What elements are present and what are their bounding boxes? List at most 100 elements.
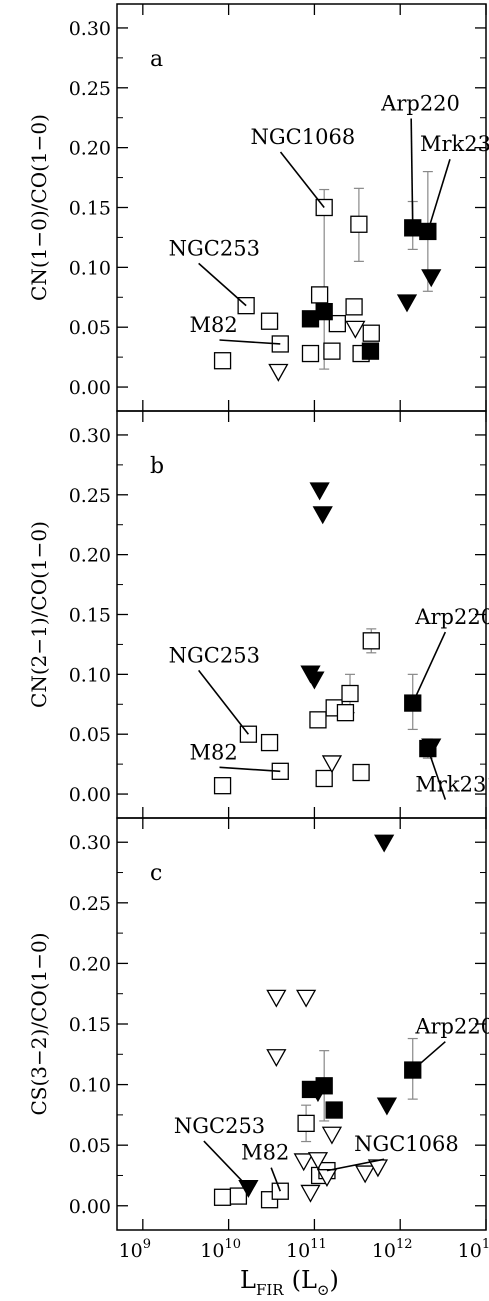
y-tick-label: 0.20 — [69, 953, 111, 975]
x-label-sub: FIR — [256, 1281, 284, 1299]
y-tick-label: 0.00 — [69, 1196, 111, 1218]
open-square-point — [301, 344, 320, 363]
open-square-point — [350, 215, 368, 233]
annotation-label: M82 — [190, 313, 238, 337]
filled-triangle-point — [421, 738, 442, 757]
open-triangle-point — [300, 1184, 321, 1203]
annotation-label: Mrk231 — [415, 773, 489, 797]
open-square-point — [323, 342, 341, 360]
x-tick-label: 1011 — [286, 1237, 327, 1262]
y-tick-label: 0.15 — [69, 1014, 111, 1036]
x-label-main: L — [240, 1266, 256, 1294]
annotation-pointer — [219, 766, 281, 773]
open-square-point — [213, 1188, 232, 1206]
x-tick-base: 10 — [119, 1240, 143, 1262]
panel-c: 0.00 0.05 0.10 0.15 0.20 0.25 0.30 CS(3−2)/CO(1… — [27, 817, 489, 1231]
open-square-point — [229, 1187, 248, 1205]
annotation-label: NGC253 — [169, 236, 260, 260]
annotation-label: NGC253 — [169, 643, 260, 667]
y-tick-label: 0.30 — [69, 832, 111, 854]
annotation-pointer — [279, 151, 325, 208]
annotation-pointer — [198, 669, 250, 735]
y-tick-label: 0.15 — [69, 605, 111, 627]
x-tick-exponent: 10 — [224, 1237, 241, 1252]
filled-triangle-point — [312, 506, 333, 525]
annotation-label: Arp220 — [380, 92, 460, 116]
filled-triangle-point — [421, 269, 442, 288]
x-tick-label: 109 — [119, 1237, 151, 1262]
open-square-point — [315, 769, 333, 788]
annotation-label: NGC1068 — [354, 1132, 459, 1156]
filled-triangle-point — [374, 834, 395, 853]
annotation-pointer — [198, 262, 247, 307]
x-tick-label: 1012 — [372, 1237, 413, 1262]
annotation-pointer — [219, 339, 281, 345]
open-triangle-point — [321, 1126, 343, 1145]
x-label-unit-close: ) — [329, 1266, 338, 1294]
panel-letter: c — [150, 861, 162, 886]
x-tick-label: 1010 — [200, 1237, 241, 1262]
annotation-label: Arp220 — [414, 605, 489, 629]
y-tick-label: 0.05 — [69, 1135, 111, 1157]
x-axis: LFIR(L⊙) 1091010101110121013 — [119, 1237, 489, 1299]
filled-triangle-point — [309, 482, 330, 501]
y-tick-label: 0.10 — [69, 257, 111, 279]
x-tick-base: 10 — [286, 1240, 310, 1262]
annotation-label: M82 — [241, 1141, 289, 1165]
y-tick-label: 0.10 — [69, 1075, 111, 1097]
y-axis-label: CN(1−0)/CO(1−0) — [27, 114, 51, 301]
filled-triangle-point — [238, 1179, 259, 1198]
x-tick-base: 10 — [372, 1240, 396, 1262]
open-square-point — [352, 763, 370, 782]
x-axis-label: LFIR (L⊙) — [240, 1266, 339, 1299]
y-tick-label: 0.10 — [69, 664, 111, 686]
x-tick-base: 10 — [200, 1240, 224, 1262]
filled-square-point — [325, 1101, 343, 1119]
open-square-point — [260, 312, 279, 330]
x-tick-base: 10 — [458, 1240, 482, 1262]
y-tick-label: 0.20 — [69, 545, 111, 567]
open-square-point — [362, 324, 380, 342]
panel-letter: a — [150, 47, 163, 72]
open-square-point — [345, 298, 363, 316]
annotation-pointer — [427, 748, 447, 800]
open-square-point — [239, 725, 258, 743]
open-square-point — [309, 711, 327, 729]
annotation-pointer — [412, 1041, 446, 1071]
x-tick-exponent: 9 — [143, 1237, 151, 1252]
panel-a: 0.00 0.05 0.10 0.15 0.20 0.25 0.30 CN(1−0)/CO(1… — [27, 3, 489, 412]
filled-triangle-point — [307, 1084, 329, 1103]
open-triangle-point — [266, 989, 287, 1008]
annotation-pointer — [427, 159, 451, 232]
open-square-point — [328, 314, 346, 333]
y-tick-label: 0.00 — [69, 377, 111, 399]
open-triangle-point — [293, 1153, 314, 1172]
open-triangle-point — [355, 1165, 376, 1184]
x-tick-exponent: 12 — [396, 1237, 413, 1252]
annotation-label: Arp220 — [414, 1015, 489, 1039]
y-tick-label: 0.20 — [69, 138, 111, 160]
open-square-point — [341, 684, 359, 703]
panel-letter: b — [150, 454, 164, 479]
panel-frame — [116, 3, 487, 412]
filled-triangle-point — [304, 671, 325, 690]
y-tick-label: 0.05 — [69, 317, 111, 339]
open-square-point — [336, 704, 355, 722]
annotation-label: NGC253 — [174, 1114, 265, 1138]
x-tick-label: 1013 — [458, 1237, 489, 1262]
panel-b: 0.00 0.05 0.10 0.15 0.20 0.25 0.30 CN(2−1)/CO(1… — [27, 410, 489, 819]
y-axis-label: CS(3−2)/CO(1−0) — [27, 932, 51, 1115]
y-axis-label: CN(2−1)/CO(1−0) — [27, 521, 51, 708]
y-tick-label: 0.30 — [69, 18, 111, 40]
open-triangle-point — [316, 1169, 338, 1188]
open-triangle-point — [266, 1049, 287, 1068]
open-triangle-point — [295, 989, 317, 1008]
annotation-label: M82 — [190, 740, 238, 764]
y-tick-label: 0.05 — [69, 724, 111, 746]
y-tick-label: 0.00 — [69, 784, 111, 806]
annotation-label: Mrk231 — [420, 132, 489, 156]
open-square-point — [362, 632, 380, 650]
open-triangle-point — [321, 755, 343, 774]
annotation-pointer — [326, 1158, 385, 1172]
open-triangle-point — [345, 320, 366, 339]
